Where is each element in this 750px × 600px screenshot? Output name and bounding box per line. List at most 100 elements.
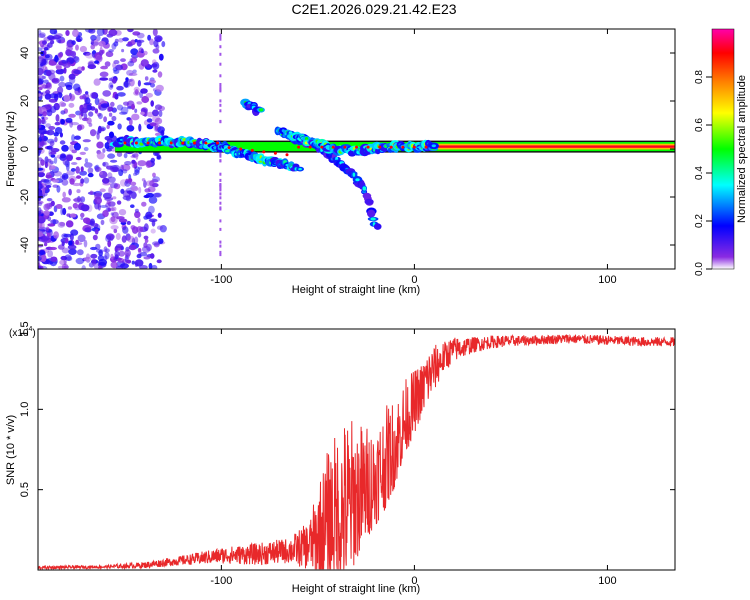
noise-speckle <box>43 210 50 216</box>
colorbar-label: Normalized spectral amplitude <box>736 75 748 223</box>
noise-speckle <box>116 85 124 91</box>
noise-speckle <box>138 123 142 132</box>
ghost-mark <box>219 37 222 41</box>
snr-frame <box>37 328 676 571</box>
noise-speckle <box>76 189 81 194</box>
noise-speckle <box>80 217 84 220</box>
noise-speckle <box>53 30 58 36</box>
noise-speckle <box>107 106 112 113</box>
snr-y-label: SNR (10 * v/v) <box>5 415 17 485</box>
noise-speckle <box>49 160 55 165</box>
noise-speckle <box>128 118 133 126</box>
y-tick-label: 1.5 <box>19 321 31 336</box>
noise-speckle <box>50 256 58 262</box>
snr-x-ticks: -100 0 100 <box>210 329 617 587</box>
noise-speckle <box>39 32 46 38</box>
noise-speckle <box>51 77 60 84</box>
noise-speckle <box>83 51 91 56</box>
noise-speckle <box>65 49 72 56</box>
noise-speckle <box>143 82 152 86</box>
noise-speckle <box>130 186 139 192</box>
noise-speckle <box>38 33 46 38</box>
noise-speckle <box>62 191 66 198</box>
noise-speckle <box>143 194 151 199</box>
ghost-mark <box>219 103 222 107</box>
noise-speckle <box>61 144 69 152</box>
carrier-band-core <box>433 145 675 148</box>
hot-dot <box>389 145 393 149</box>
noise-speckle <box>61 247 70 254</box>
noise-speckle <box>127 178 132 184</box>
noise-speckle <box>65 220 74 228</box>
noise-speckle <box>38 67 44 76</box>
branch-blob-core <box>355 178 360 182</box>
hot-dot <box>158 141 162 145</box>
hot-dot <box>331 145 335 149</box>
noise-speckle <box>116 151 123 157</box>
noise-speckle <box>48 144 54 150</box>
spectrogram-y-ticks: -40 -20 0 20 40 <box>19 47 675 253</box>
noise-speckle <box>143 223 149 232</box>
noise-speckle <box>42 40 47 45</box>
noise-speckle <box>38 207 42 215</box>
noise-speckle <box>38 227 48 232</box>
noise-speckle <box>38 256 42 261</box>
noise-speckle <box>94 97 100 106</box>
noise-speckle <box>107 240 112 248</box>
noise-speckle <box>143 242 148 249</box>
y-tick-label: -20 <box>19 189 31 205</box>
noise-speckle <box>149 180 155 187</box>
noise-speckle <box>122 226 129 234</box>
noise-speckle <box>91 92 99 99</box>
noise-speckle <box>90 44 95 50</box>
noise-speckle <box>159 130 165 136</box>
noise-speckle <box>56 33 63 38</box>
noise-speckle <box>122 80 131 88</box>
colorbar-tick-label: 0.6 <box>694 118 705 132</box>
branch-blob-core <box>431 144 436 148</box>
noise-speckle <box>156 156 162 160</box>
noise-speckle <box>70 229 79 236</box>
noise-speckle <box>151 264 158 269</box>
noise-speckle <box>120 188 125 194</box>
ghost-mark <box>219 119 222 123</box>
noise-speckle <box>91 258 97 266</box>
noise-speckle <box>102 161 109 167</box>
noise-speckle <box>58 81 66 88</box>
noise-speckle <box>39 250 46 256</box>
ghost-mark <box>219 35 222 39</box>
noise-speckle <box>94 60 100 64</box>
ghost-mark <box>219 89 222 93</box>
noise-speckle <box>133 172 138 176</box>
noise-speckle <box>55 65 62 70</box>
noise-speckle <box>139 252 148 257</box>
noise-speckle <box>47 35 55 41</box>
ghost-mark <box>219 62 222 66</box>
noise-speckle <box>84 158 88 164</box>
noise-speckle <box>136 39 142 47</box>
noise-speckle <box>110 216 116 223</box>
noise-speckle <box>144 188 151 193</box>
noise-speckle <box>158 238 164 245</box>
noise-speckle <box>115 64 123 71</box>
noise-speckle <box>53 231 59 239</box>
snr-y-ticks: 0.5 1.0 1.5 <box>19 321 675 497</box>
ghost-mark <box>219 87 222 91</box>
noise-speckle <box>154 117 163 125</box>
y-tick-label: 1.0 <box>19 402 31 417</box>
noise-speckle <box>59 259 67 266</box>
colorbar-ticks: 0.0 0.2 0.4 0.6 0.8 <box>694 70 712 276</box>
noise-speckle <box>73 83 81 91</box>
noise-speckle <box>53 56 60 63</box>
noise-speckle <box>116 104 124 111</box>
noise-speckle <box>68 113 76 118</box>
noise-speckle <box>132 69 137 74</box>
noise-speckle <box>54 127 63 134</box>
noise-speckle <box>145 211 153 220</box>
noise-speckle <box>45 89 51 95</box>
noise-speckle <box>80 178 85 184</box>
hot-dot <box>123 141 127 145</box>
noise-speckle <box>45 185 52 188</box>
noise-speckle <box>83 146 89 152</box>
noise-speckle <box>50 165 56 170</box>
